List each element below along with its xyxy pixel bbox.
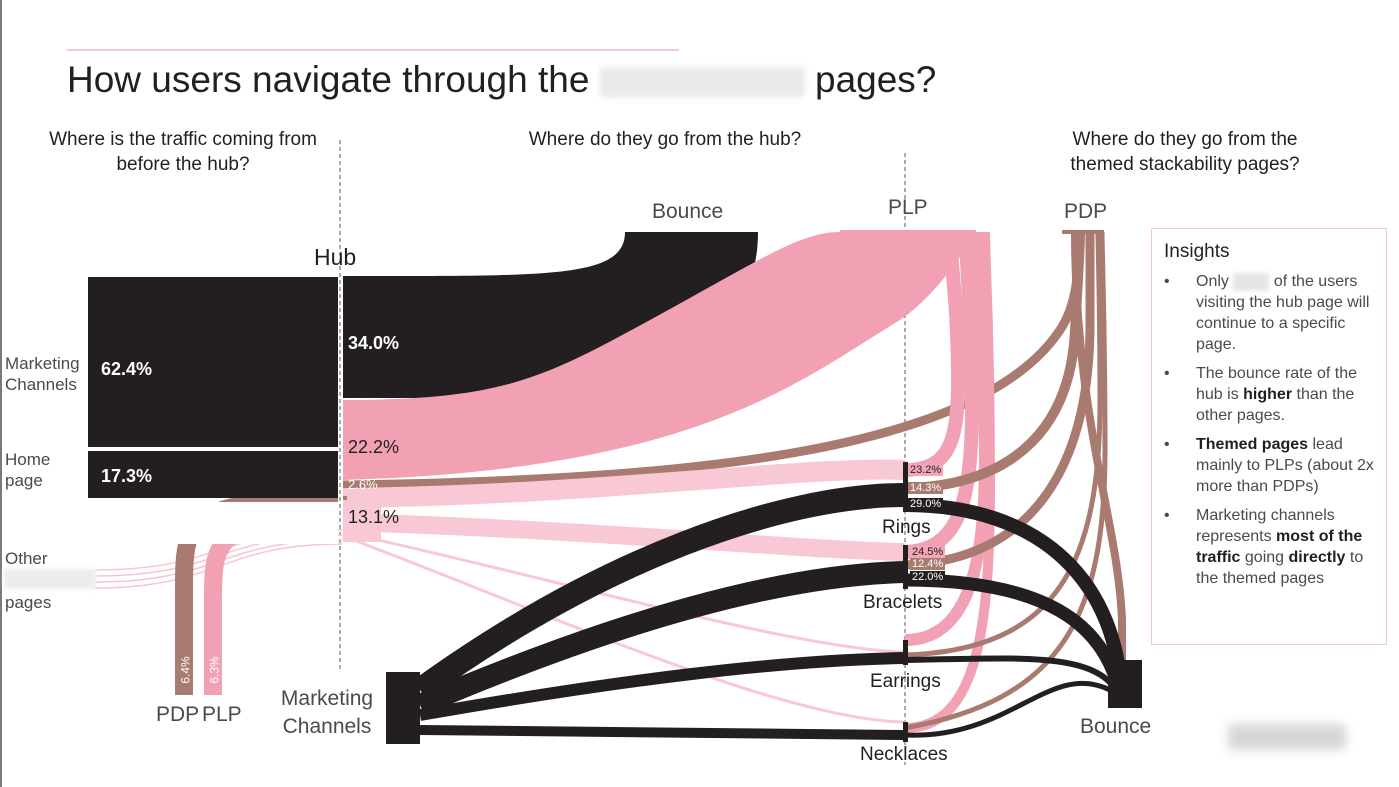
source-label-other: Other: [5, 549, 48, 568]
pct-home: 17.3%: [101, 466, 153, 486]
flow-hub-to-bracelets: [342, 513, 906, 561]
insight-item: The bounce rate of the hub is higher tha…: [1164, 363, 1376, 426]
title-text-after: pages?: [815, 59, 937, 100]
node-label-marketing-channels-bottom: Marketing Channels: [280, 687, 374, 738]
heading-from-hub: Where do they go from the hub?: [528, 129, 802, 150]
node-plp-top: [840, 230, 976, 234]
flow-hub-to-rings: [342, 459, 906, 508]
flow-hub-to-plp: [343, 232, 976, 480]
insights-panel: Insights Only of the users visiting the …: [1151, 228, 1387, 645]
pct-hub-themed: 13.1%: [348, 507, 400, 527]
source-label-marketing: Marketing Channels: [5, 354, 80, 394]
source-label-pages: pages: [5, 593, 52, 612]
flow-themed-to-plp: [904, 231, 996, 733]
insight-2-post: than the other pages.: [1196, 386, 1355, 424]
themed-node-markers: [903, 462, 908, 742]
title-rule: [67, 49, 679, 51]
node-label-hub: Hub: [314, 244, 357, 270]
node-marketing-channels: [88, 277, 338, 447]
source-label-redacted: [4, 569, 96, 589]
brand-logo-redacted: [1228, 724, 1346, 750]
pct-pdp-out: 6.4%: [178, 656, 193, 684]
hub-segment-pdp: [343, 496, 347, 500]
insight-1-post: of the users visiting the hub page will …: [1196, 273, 1370, 353]
source-label-home: Home page: [5, 450, 51, 490]
pct-rings-pdp: 14.3%: [908, 482, 944, 494]
insight-1-redacted: [1233, 272, 1270, 291]
insight-4-bold-1: most of the traffic: [1196, 528, 1363, 566]
themed-label-bracelets: Bracelets: [863, 592, 943, 613]
insight-4-bold-2: directly: [1288, 549, 1346, 566]
pct-bracelets-bounce: 22.0%: [910, 571, 946, 583]
insight-item: Marketing channels represents most of th…: [1164, 505, 1376, 589]
title-redacted-word: [599, 67, 805, 98]
insight-2-pre: The bounce rate of the hub is: [1196, 365, 1357, 403]
node-label-plp-top: PLP: [888, 196, 928, 219]
pct-plp-out: 6.3%: [207, 656, 222, 684]
insights-list: Only of the users visiting the hub page …: [1164, 271, 1376, 589]
node-bounce-bottom: [1108, 660, 1142, 708]
pct-rings-bounce: 29.0%: [908, 498, 944, 510]
node-label-pdp-small: PDP: [156, 703, 200, 726]
pct-hub-plp: 22.2%: [348, 437, 400, 457]
flow-hub-to-plp-small: [204, 511, 339, 695]
pct-hub-bounce: 34.0%: [348, 333, 400, 353]
node-home-page: [88, 451, 338, 498]
insight-4-post: to the themed pages: [1196, 549, 1364, 587]
node-label-plp-small: PLP: [202, 703, 242, 726]
node-pdp-top: [1062, 230, 1104, 234]
heading-from-themed-pages: Where do they go from the themed stackab…: [1070, 129, 1300, 175]
themed-label-rings: Rings: [882, 517, 931, 538]
node-label-bounce-bottom: Bounce: [1080, 715, 1152, 738]
pct-marketing: 62.4%: [101, 359, 153, 379]
insight-item: Themed pages lead mainly to PLPs (about …: [1164, 434, 1376, 497]
insights-title: Insights: [1164, 241, 1230, 262]
page-title: How users navigate through the pages?: [67, 58, 936, 102]
insight-2-bold: higher: [1243, 386, 1293, 403]
node-other-pages: [88, 502, 338, 544]
insight-item: Only of the users visiting the hub page …: [1164, 271, 1376, 355]
themed-label-necklaces: Necklaces: [860, 744, 948, 765]
hub-segment-themed: [343, 500, 381, 542]
insight-4-pre: Marketing channels represents: [1196, 507, 1335, 545]
node-marketing-channels-bottom: [386, 672, 420, 744]
flow-marketing-to-themed: [412, 483, 906, 740]
node-label-bounce-top: Bounce: [652, 200, 724, 223]
flow-pdp-to-bounce: [1071, 231, 1126, 706]
pct-hub-pdp: 2.6%: [348, 477, 378, 492]
pct-bracelets-pdp: 12.4%: [910, 558, 946, 570]
insight-3-bold: Themed pages: [1196, 436, 1309, 453]
title-text-before: How users navigate through the: [67, 59, 590, 100]
flow-hub-to-necklaces: [342, 534, 906, 724]
heading-traffic-source: Where is the traffic coming from before …: [49, 129, 317, 175]
pct-bracelets-plp: 24.5%: [910, 546, 946, 558]
pct-rings-plp: 23.2%: [908, 464, 944, 476]
insight-1-pre: Only: [1196, 273, 1229, 290]
node-label-pdp-top: PDP: [1064, 200, 1108, 223]
insight-3-post: lead mainly to PLPs (about 2x more than …: [1196, 436, 1374, 495]
themed-label-earrings: Earrings: [870, 671, 941, 692]
window-left-edge: [0, 0, 2, 787]
insight-4-mid: going: [1244, 549, 1285, 566]
